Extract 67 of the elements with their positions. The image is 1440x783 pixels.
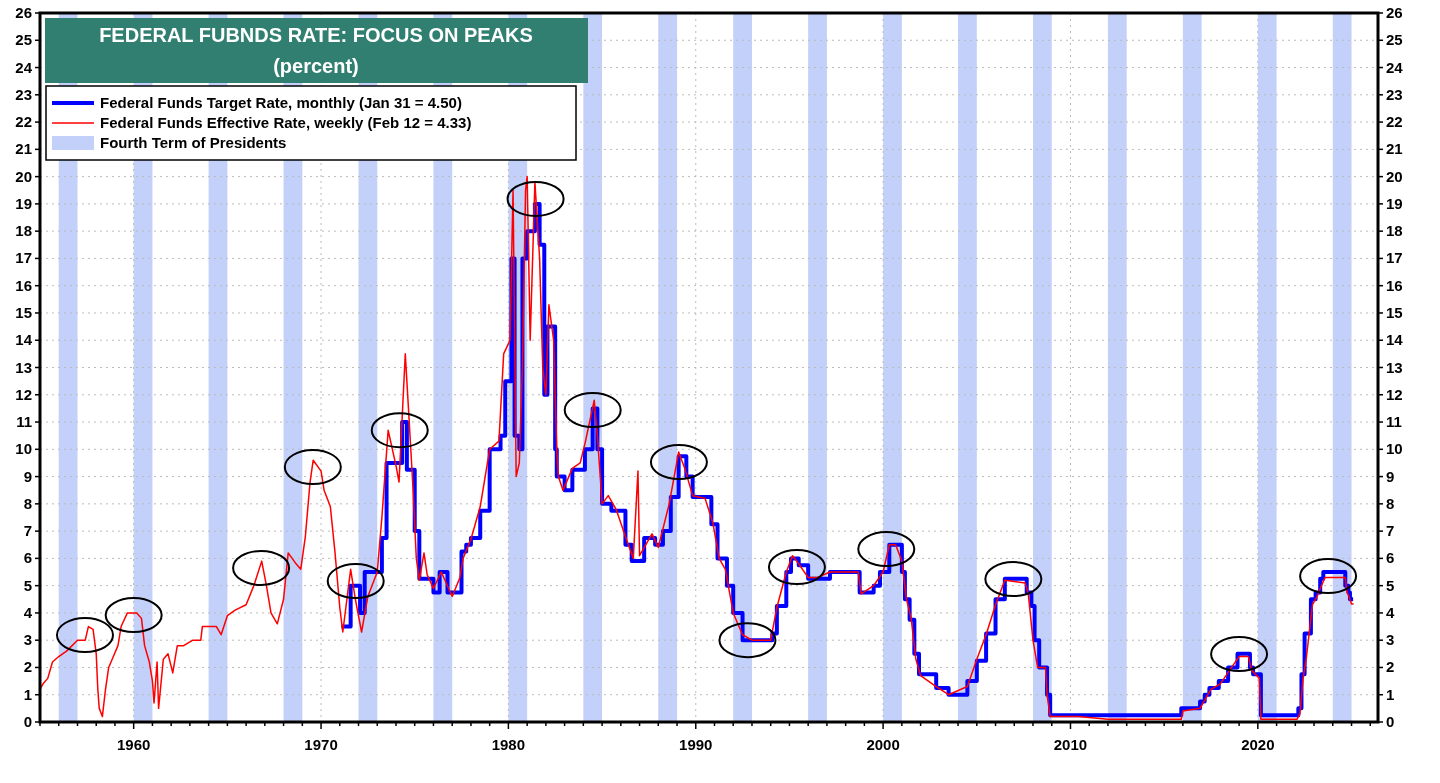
- y-tick-label: 1: [23, 685, 32, 703]
- y2-tick-label: 17: [1386, 249, 1403, 267]
- y2-tick-label: 9: [1386, 467, 1395, 485]
- y-tick-label: 25: [15, 31, 32, 49]
- y2-tick-label: 1: [1386, 685, 1395, 703]
- y-tick-label: 24: [15, 58, 33, 76]
- y-tick-label: 2: [23, 658, 32, 676]
- y2-tick-label: 14: [1386, 331, 1404, 349]
- y2-tick-label: 21: [1386, 140, 1403, 158]
- x-tick-label: 2010: [1053, 736, 1088, 753]
- y2-tick-label: 20: [1386, 167, 1403, 185]
- y2-tick-label: 6: [1386, 549, 1395, 567]
- y2-tick-label: 25: [1386, 31, 1403, 49]
- y-tick-label: 21: [15, 140, 32, 158]
- y-tick-label: 23: [15, 85, 32, 103]
- x-tick-label: 1990: [679, 736, 713, 753]
- band-label: Fourth Term of Presidents: [100, 134, 287, 151]
- y2-tick-label: 7: [1386, 522, 1395, 540]
- y-tick-label: 20: [15, 167, 32, 185]
- y-tick-label: 4: [23, 603, 33, 621]
- y-tick-label: 8: [23, 494, 32, 512]
- y-tick-label: 17: [15, 249, 32, 267]
- x-tick-label: 1980: [491, 736, 526, 753]
- text: (percent): [273, 55, 359, 77]
- y-tick-label: 19: [15, 194, 32, 212]
- y2-tick-label: 10: [1386, 440, 1403, 458]
- y-tick-label: 10: [15, 440, 32, 458]
- y-tick-label: 26: [15, 4, 32, 21]
- x-tick-label: 2020: [1241, 736, 1275, 753]
- x-tick-label: 1970: [304, 736, 338, 753]
- y2-tick-label: 2: [1386, 658, 1395, 676]
- y2-tick-label: 23: [1386, 85, 1403, 103]
- text: FEDERAL FUBNDS RATE: FOCUS ON PEAKS: [99, 24, 533, 46]
- y-tick-label: 18: [15, 222, 32, 240]
- y-tick-label: 15: [15, 303, 32, 321]
- y-tick-label: 12: [15, 385, 32, 403]
- legend-label: Federal Funds Target Rate, monthly (Jan 31 = 4.50): [100, 94, 462, 111]
- y2-tick-label: 18: [1386, 222, 1403, 240]
- y2-tick-label: 22: [1386, 113, 1403, 131]
- y-tick-label: 0: [23, 713, 32, 730]
- y2-tick-label: 3: [1386, 631, 1395, 649]
- y-tick-label: 6: [23, 549, 32, 567]
- y2-tick-label: 16: [1386, 276, 1403, 294]
- y-tick-label: 14: [15, 331, 33, 349]
- x-tick-label: 2000: [866, 736, 900, 753]
- y-tick-label: 22: [15, 113, 32, 131]
- legend-label: Federal Funds Effective Rate, weekly (Feb 12 = 4.33): [100, 114, 472, 131]
- y2-tick-label: 4: [1386, 603, 1395, 621]
- line-series: [39, 175, 1354, 721]
- y-tick-label: 9: [23, 467, 32, 485]
- y2-tick-label: 26: [1386, 4, 1403, 21]
- y2-tick-label: 8: [1386, 494, 1395, 512]
- y-tick-label: 3: [23, 631, 32, 649]
- y2-tick-label: 12: [1386, 385, 1403, 403]
- y2-tick-label: 13: [1386, 358, 1403, 376]
- x-tick-label: 1960: [116, 736, 151, 753]
- y2-tick-label: 11: [1386, 413, 1402, 431]
- y-tick-label: 11: [16, 413, 32, 431]
- y2-tick-label: 15: [1386, 303, 1403, 321]
- y2-tick-label: 5: [1386, 576, 1395, 594]
- y2-tick-label: 24: [1386, 58, 1404, 76]
- y2-tick-label: 0: [1386, 713, 1395, 730]
- y-tick-label: 16: [15, 276, 32, 294]
- y-tick-label: 13: [15, 358, 32, 376]
- y2-tick-label: 19: [1386, 194, 1403, 212]
- y-tick-label: 5: [23, 576, 32, 594]
- y-tick-label: 7: [23, 522, 32, 540]
